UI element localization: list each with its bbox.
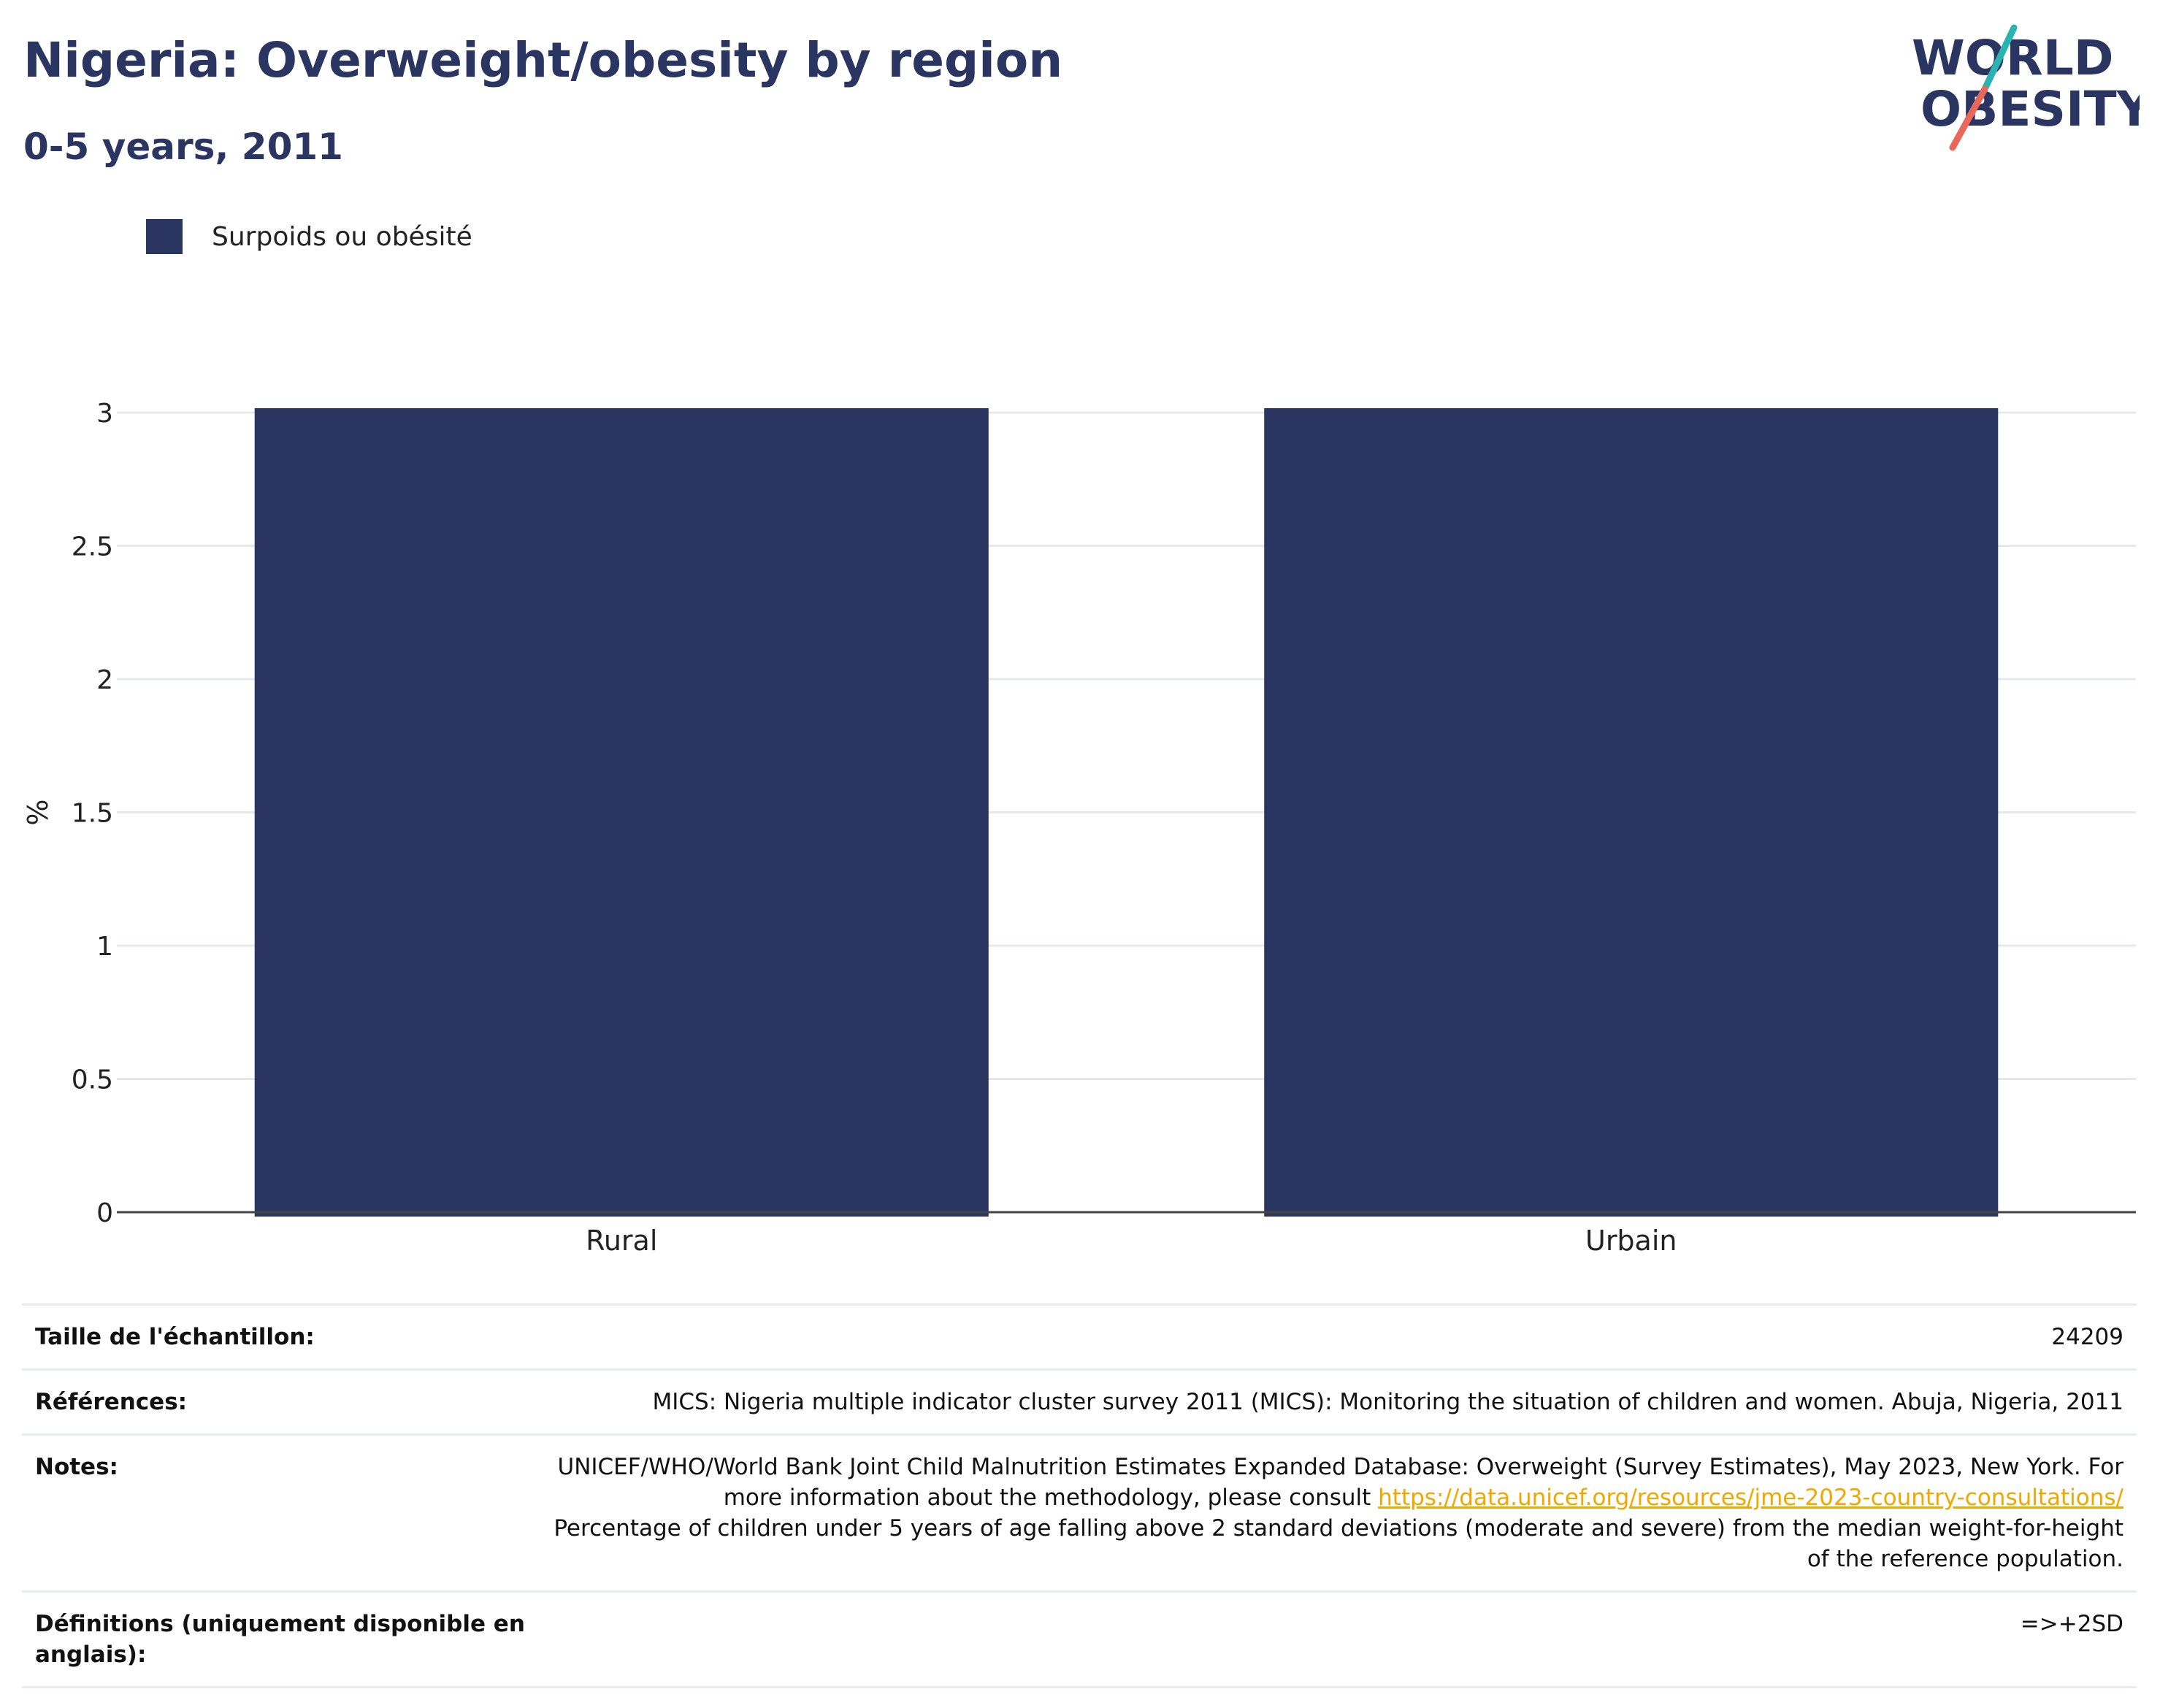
x-tick-labels: Rural Urbain	[586, 1225, 1677, 1256]
y-tick-label: 1.5	[72, 799, 113, 829]
notes-link[interactable]: https://data.unicef.org/resources/jme-20…	[1378, 1485, 2123, 1511]
y-tick-label: 0.5	[72, 1065, 113, 1095]
bar-rural[interactable]	[254, 408, 989, 1217]
sample-size-row: Taille de l'échantillon: 24209	[22, 1303, 2137, 1368]
bar-urbain[interactable]	[1264, 408, 1999, 1217]
bars	[254, 408, 1999, 1217]
y-tick-label: 0	[96, 1198, 113, 1228]
world-obesity-logo: WORLD OBESITY	[1912, 24, 2140, 151]
logo-slash-teal	[1981, 24, 2018, 93]
y-tick-label: 2	[96, 665, 113, 695]
bar-chart: 0 0.5 1 1.5 2 2.5 3 Rural Urbain %	[22, 399, 2136, 1256]
x-tick-label: Urbain	[1585, 1225, 1677, 1256]
info-table: Taille de l'échantillon: 24209 Référence…	[22, 1303, 2137, 1688]
notes-definition-text: Percentage of children under 5 years of …	[554, 1515, 2123, 1572]
legend-swatch	[146, 219, 183, 254]
y-axis-label: %	[22, 799, 54, 825]
y-tick-label: 1	[96, 932, 113, 962]
legend-label: Surpoids ou obésité	[212, 221, 472, 252]
notes-label: Notes:	[35, 1454, 118, 1480]
notes-text: UNICEF/WHO/World Bank Joint Child Malnut…	[557, 1454, 2124, 1511]
references-value: MICS: Nigeria multiple indicator cluster…	[652, 1389, 2123, 1415]
logo-slash-coral	[1949, 85, 1988, 151]
chart-legend[interactable]: Surpoids ou obésité	[146, 218, 472, 256]
notes-value: UNICEF/WHO/World Bank Joint Child Malnut…	[532, 1452, 2123, 1574]
x-tick-label: Rural	[586, 1225, 657, 1256]
y-tick-label: 2.5	[72, 532, 113, 562]
logo-word-obesity: OBESITY	[1920, 81, 2140, 137]
y-tick-labels: 0 0.5 1 1.5 2 2.5 3	[72, 399, 113, 1228]
chart-title: Nigeria: Overweight/obesity by region	[23, 32, 1063, 88]
logo-word-world: WORLD	[1912, 30, 2114, 86]
definitions-label: Définitions (uniquement disponible en an…	[35, 1611, 525, 1668]
chart-subtitle: 0-5 years, 2011	[23, 126, 343, 168]
references-row: Références: MICS: Nigeria multiple indic…	[22, 1368, 2137, 1433]
sample-size-label: Taille de l'échantillon:	[35, 1324, 315, 1350]
definitions-row: Définitions (uniquement disponible en an…	[22, 1590, 2137, 1688]
definitions-value: =>+2SD	[2020, 1611, 2123, 1637]
y-tick-label: 3	[96, 399, 113, 429]
sample-size-value: 24209	[2051, 1324, 2123, 1350]
references-label: Références:	[35, 1389, 188, 1415]
notes-row: Notes: UNICEF/WHO/World Bank Joint Child…	[22, 1433, 2137, 1590]
